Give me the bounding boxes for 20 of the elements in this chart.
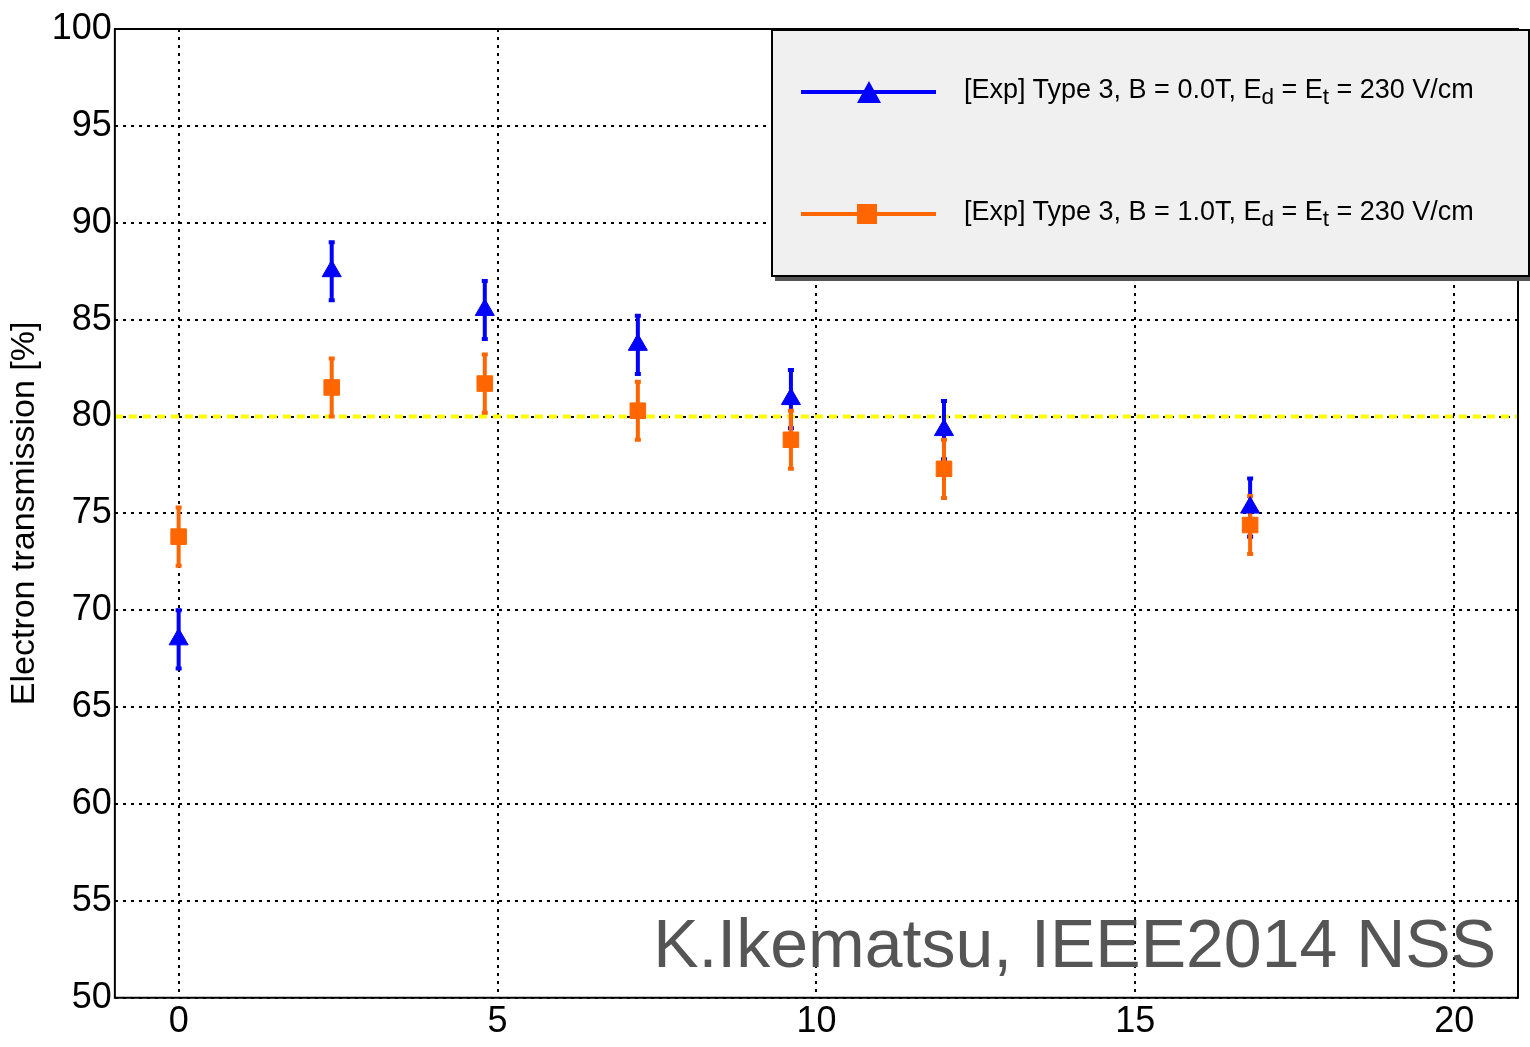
y-tick-label: 55 <box>71 877 112 919</box>
y-tick-label: 50 <box>71 974 112 1016</box>
y-tick-label: 85 <box>71 296 112 338</box>
y-tick-label: 60 <box>71 780 112 822</box>
y-tick-label: 90 <box>71 199 112 241</box>
x-tick-label: 15 <box>1115 999 1156 1041</box>
legend-label: [Exp] Type 3, B = 0.0T, E$_{d}$ = E$_{t}$ = 230 V/cm <box>964 73 1474 111</box>
y-tick-label: 95 <box>71 102 112 144</box>
y-tick-label: 100 <box>51 5 112 47</box>
y-tick-label: 65 <box>71 684 112 726</box>
x-tick-label: 5 <box>487 999 508 1041</box>
y-tick-label: 80 <box>71 393 112 435</box>
x-tick-label: 20 <box>1434 999 1475 1041</box>
legend-label: [Exp] Type 3, B = 1.0T, E$_{d}$ = E$_{t}$ = 230 V/cm <box>964 195 1474 233</box>
x-tick-label: 10 <box>796 999 837 1041</box>
y-axis-title: Electron transmission [%] <box>2 321 41 706</box>
annotation: K.Ikematsu, IEEE2014 NSS <box>653 904 1496 981</box>
x-tick-label: 0 <box>168 999 189 1041</box>
y-tick-label: 75 <box>71 490 112 532</box>
y-tick-label: 70 <box>71 587 112 629</box>
